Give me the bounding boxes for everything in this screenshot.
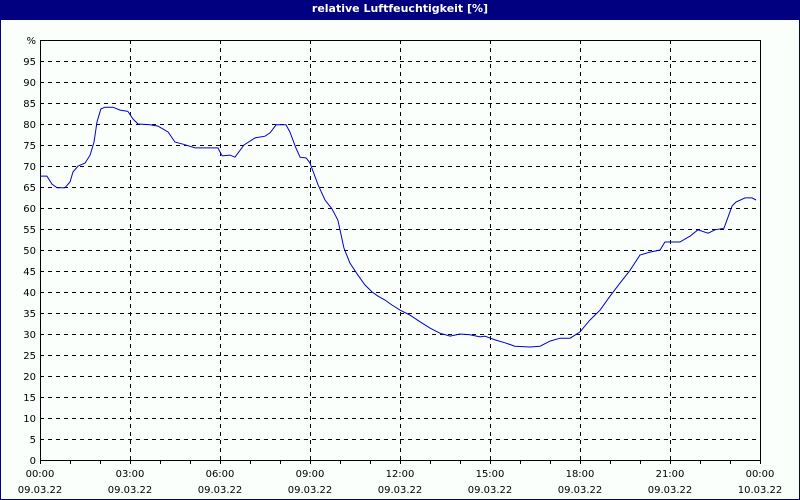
y-tick-label: 25 — [23, 351, 36, 362]
y-tick-label: 30 — [23, 330, 36, 341]
axes — [40, 40, 761, 464]
x-tick-time: 06:00 — [206, 469, 235, 480]
y-tick-label: 95 — [23, 57, 36, 68]
humidity-line — [40, 106, 757, 348]
x-tick-date: 09.03.22 — [648, 485, 693, 496]
y-tick-label: 80 — [23, 120, 36, 131]
x-tick-time: 21:00 — [656, 469, 685, 480]
y-tick-label: 75 — [23, 141, 36, 152]
y-tick-label: 15 — [23, 393, 36, 404]
x-axis-labels: 00:00 09.03.22 03:00 09.03.22 06:00 09.03.22 0… — [18, 469, 783, 496]
y-tick-label: 5 — [30, 435, 36, 446]
y-axis-labels: 0 5 10 15 20 25 30 35 40 45 50 55 60 65 70 75 80 85 90 95% — [23, 36, 36, 467]
x-tick-time: 00:00 — [746, 469, 775, 480]
x-tick-time: 09:00 — [296, 469, 325, 480]
y-tick-label: 50 — [23, 246, 36, 257]
y-tick-label: 0 — [30, 456, 36, 467]
x-tick-date: 09.03.22 — [288, 485, 333, 496]
y-tick-label: 10 — [23, 414, 36, 425]
x-tick-date: 09.03.22 — [198, 485, 243, 496]
y-tick-label: 40 — [23, 288, 36, 299]
line-chart: 05101520253035404550556065707580859095% … — [18, 36, 783, 496]
y-tick-label: 70 — [23, 162, 36, 173]
x-tick-date: 09.03.22 — [108, 485, 153, 496]
y-tick-label: 90 — [23, 78, 36, 89]
x-tick-date: 09.03.22 — [468, 485, 513, 496]
y-tick-label: 20 — [23, 372, 36, 383]
y-tick-label: 60 — [23, 204, 36, 215]
x-tick-time: 12:00 — [386, 469, 415, 480]
x-tick-date: 09.03.22 — [18, 485, 63, 496]
x-tick-time: 18:00 — [566, 469, 595, 480]
x-tick-time: 03:00 — [116, 469, 145, 480]
x-tick-time: 15:00 — [476, 469, 505, 480]
chart-panel: 0 5 10 15 20 25 30 35 40 45 50 55 60 65 70 75 80 85 90 95% … — [1, 20, 799, 499]
x-tick-time: 00:00 — [26, 469, 55, 480]
grid-lines — [40, 40, 760, 460]
x-tick-date: 09.03.22 — [378, 485, 423, 496]
y-tick-label: 55 — [23, 225, 36, 236]
y-tick-label: 35 — [23, 309, 36, 320]
y-tick-label: 45 — [23, 267, 36, 278]
x-tick-date: 09.03.22 — [558, 485, 603, 496]
y-tick-label: % — [26, 36, 36, 47]
chart-title: relative Luftfeuchtigkeit [%] — [0, 0, 800, 20]
y-tick-label: 65 — [23, 183, 36, 194]
x-tick-date: 10.03.22 — [738, 485, 783, 496]
y-tick-label: 85 — [23, 99, 36, 110]
